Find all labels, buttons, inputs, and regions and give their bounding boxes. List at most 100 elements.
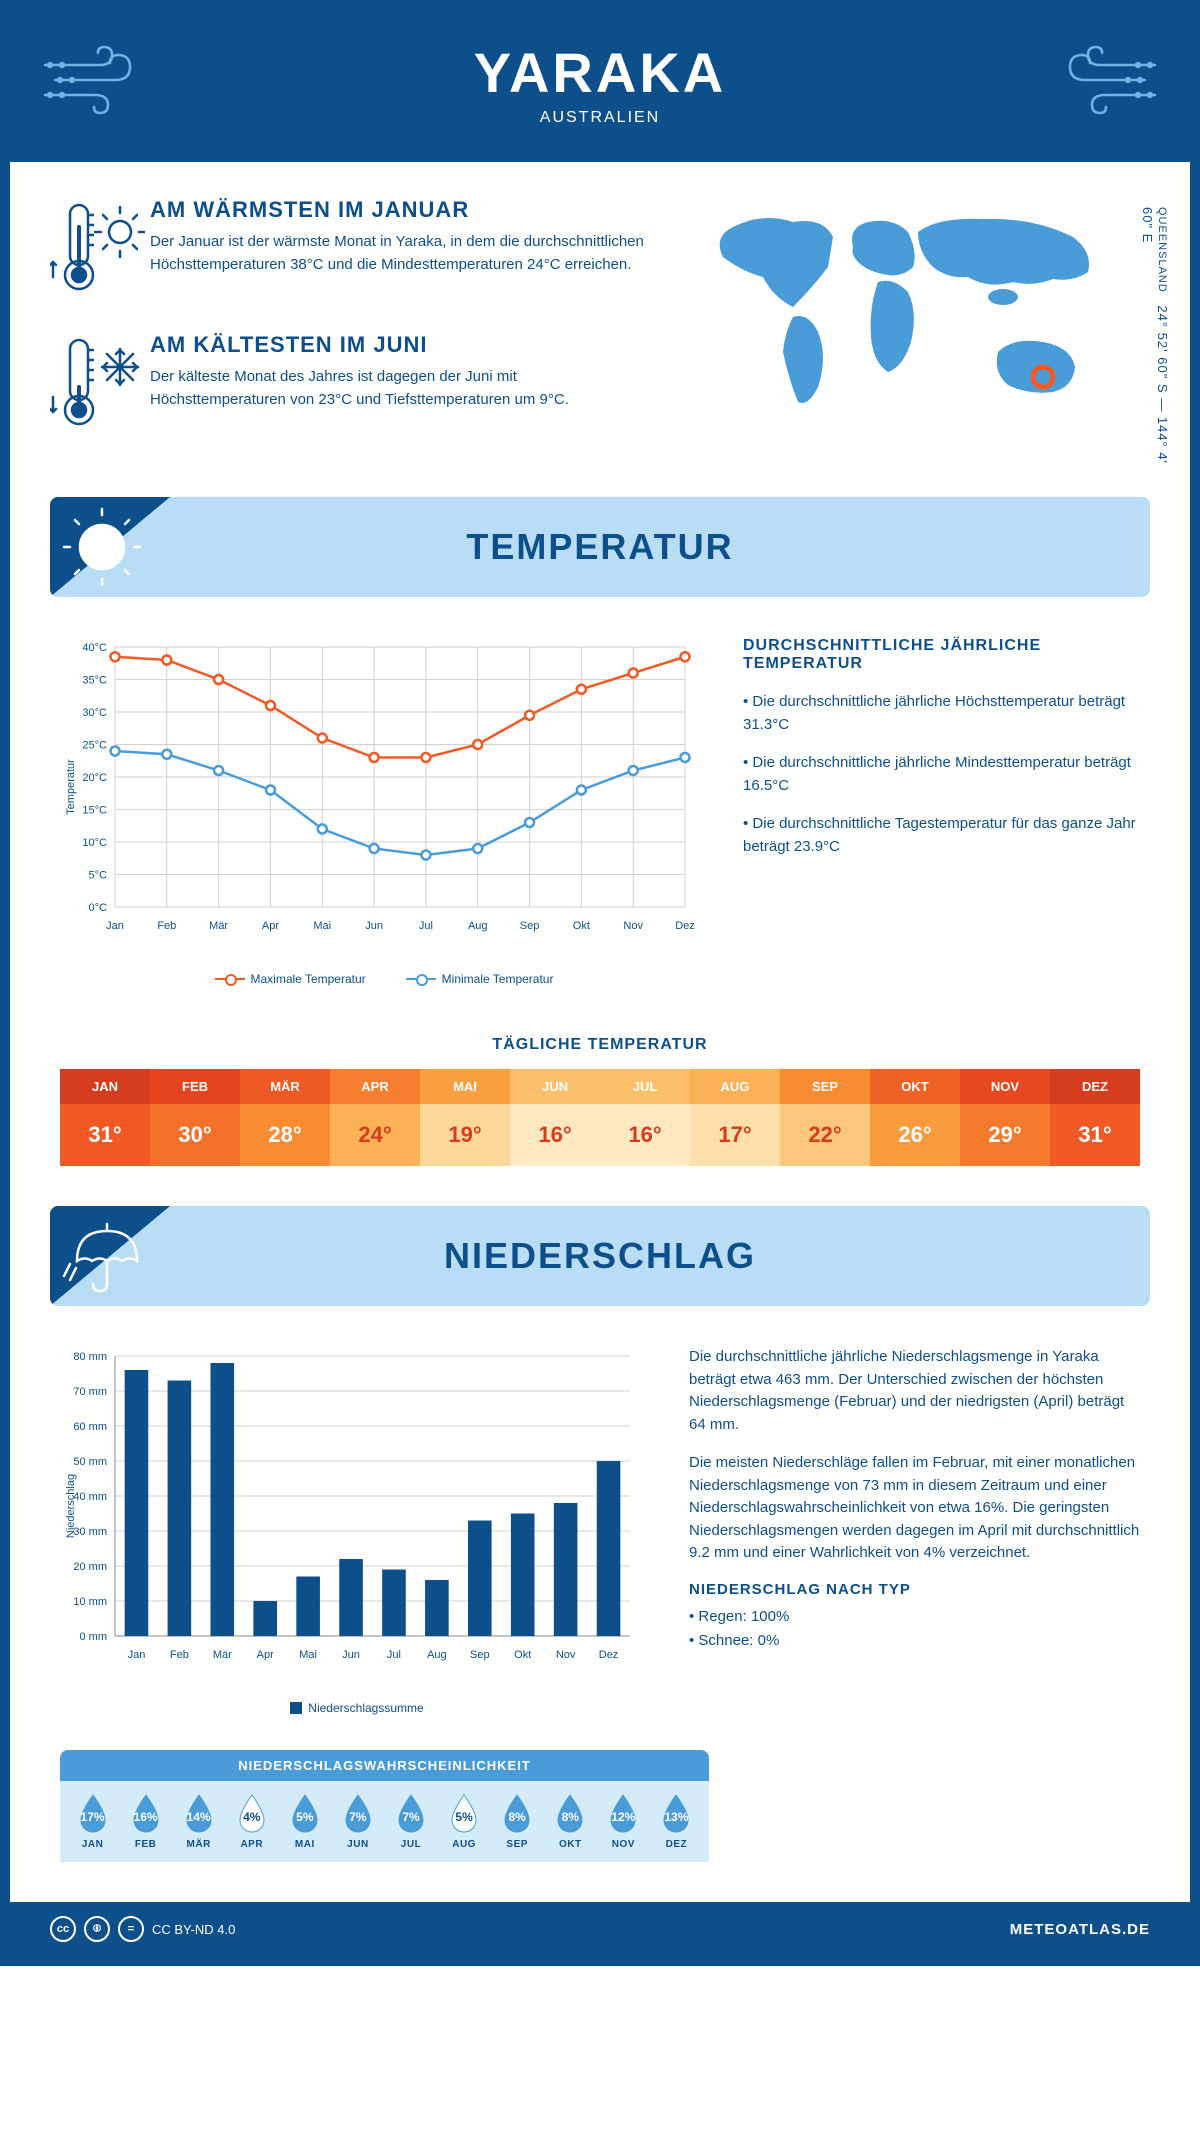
region-label: QUEENSLAND	[1156, 207, 1168, 293]
precip-legend: Niederschlagssumme	[60, 1701, 654, 1715]
svg-text:25°C: 25°C	[82, 740, 107, 752]
drop-icon: 12%	[607, 1793, 639, 1833]
heatmap-value: 19°	[420, 1104, 510, 1166]
temp-desc-title: DURCHSCHNITTLICHE JÄHRLICHE TEMPERATUR	[743, 637, 1140, 673]
prob-cell: 14%MÄR	[172, 1793, 225, 1850]
prob-month: APR	[225, 1839, 278, 1850]
svg-text:60 mm: 60 mm	[73, 1421, 107, 1433]
heatmap-month: MAI	[420, 1069, 510, 1104]
svg-text:Feb: Feb	[170, 1649, 189, 1661]
svg-text:Okt: Okt	[573, 920, 590, 932]
precip-legend-label: Niederschlagssumme	[308, 1701, 423, 1715]
warmest-title: AM WÄRMSTEN IM JANUAR	[150, 197, 655, 223]
license-text: CC BY-ND 4.0	[152, 1922, 235, 1937]
sun-icon	[62, 507, 142, 592]
svg-text:20 mm: 20 mm	[73, 1561, 107, 1573]
precip-type-title: NIEDERSCHLAG NACH TYP	[689, 1581, 1140, 1598]
drop-icon: 5%	[289, 1793, 321, 1833]
precip-type-snow: • Schnee: 0%	[689, 1630, 1140, 1653]
thermometer-hot-icon	[50, 197, 150, 302]
heatmap-month: APR	[330, 1069, 420, 1104]
svg-text:Aug: Aug	[427, 1649, 447, 1661]
svg-text:Jul: Jul	[387, 1649, 401, 1661]
svg-text:Mai: Mai	[299, 1649, 317, 1661]
prob-month: JUN	[331, 1839, 384, 1850]
prob-cell: 4% APR	[225, 1793, 278, 1850]
warmest-block: AM WÄRMSTEN IM JANUAR Der Januar ist der…	[50, 197, 655, 302]
heatmap-month: SEP	[780, 1069, 870, 1104]
cc-icon: cc	[50, 1916, 76, 1942]
svg-text:35°C: 35°C	[82, 675, 107, 687]
heatmap-col: APR24°	[330, 1069, 420, 1166]
drop-icon: 5%	[448, 1793, 480, 1833]
svg-text:40 mm: 40 mm	[73, 1491, 107, 1503]
precipitation-bar-chart: 0 mm10 mm20 mm30 mm40 mm50 mm60 mm70 mm8…	[60, 1346, 654, 1715]
svg-text:Dez: Dez	[599, 1649, 619, 1661]
heatmap-month: NOV	[960, 1069, 1050, 1104]
prob-cell: 5%AUG	[438, 1793, 491, 1850]
heatmap-value: 30°	[150, 1104, 240, 1166]
coldest-text: Der kälteste Monat des Jahres ist dagege…	[150, 366, 655, 411]
heatmap-month: JAN	[60, 1069, 150, 1104]
legend-max: Maximale Temperatur	[251, 972, 366, 986]
svg-text:Nov: Nov	[556, 1649, 576, 1661]
svg-text:10°C: 10°C	[82, 837, 107, 849]
heatmap-col: MÄR28°	[240, 1069, 330, 1166]
temp-bullet-1: • Die durchschnittliche jährliche Höchst…	[743, 691, 1140, 736]
svg-text:Okt: Okt	[514, 1649, 531, 1661]
svg-text:15°C: 15°C	[82, 805, 107, 817]
heatmap-col: JUL16°	[600, 1069, 690, 1166]
drop-icon: 4%	[236, 1793, 268, 1833]
precip-p2: Die meisten Niederschläge fallen im Febr…	[689, 1452, 1140, 1565]
coordinates: QUEENSLAND 24° 52' 60" S — 144° 4' 60" E	[1140, 207, 1170, 467]
svg-text:0°C: 0°C	[89, 902, 108, 914]
svg-text:Jun: Jun	[342, 1649, 360, 1661]
drop-icon: 8%	[554, 1793, 586, 1833]
infographic-container: YARAKA AUSTRALIEN	[0, 0, 1200, 1966]
precip-type-rain: • Regen: 100%	[689, 1606, 1140, 1629]
drop-icon: 8%	[501, 1793, 533, 1833]
heatmap-value: 28°	[240, 1104, 330, 1166]
heatmap-col: NOV29°	[960, 1069, 1050, 1166]
heatmap-value: 26°	[870, 1104, 960, 1166]
heatmap-col: SEP22°	[780, 1069, 870, 1166]
temp-bullet-2: • Die durchschnittliche jährliche Mindes…	[743, 752, 1140, 797]
drop-icon: 7%	[395, 1793, 427, 1833]
probability-grid: 17%JAN16%FEB14%MÄR4%APR5%MAI7%JUN7%JUL5%…	[60, 1781, 709, 1862]
svg-text:Aug: Aug	[468, 920, 488, 932]
heatmap-col: DEZ31°	[1050, 1069, 1140, 1166]
svg-text:Mär: Mär	[209, 920, 228, 932]
world-map: QUEENSLAND 24° 52' 60" S — 144° 4' 60" E	[655, 197, 1150, 467]
prob-month: JUL	[384, 1839, 437, 1850]
prob-month: SEP	[491, 1839, 544, 1850]
heatmap-month: JUN	[510, 1069, 600, 1104]
precip-p1: Die durchschnittliche jährliche Niedersc…	[689, 1346, 1140, 1436]
drop-icon: 7%	[342, 1793, 374, 1833]
temp-legend: Maximale Temperatur Minimale Temperatur	[60, 972, 708, 986]
drop-icon: 16%	[130, 1793, 162, 1833]
prob-month: MAI	[278, 1839, 331, 1850]
heatmap-month: DEZ	[1050, 1069, 1140, 1104]
svg-text:Dez: Dez	[675, 920, 695, 932]
heatmap-col: MAI19°	[420, 1069, 510, 1166]
svg-text:5°C: 5°C	[89, 870, 108, 882]
umbrella-icon	[62, 1216, 142, 1301]
temperature-heading: TEMPERATUR	[50, 526, 1150, 568]
heatmap-month: MÄR	[240, 1069, 330, 1104]
by-icon: 🅯	[84, 1916, 110, 1942]
svg-text:Temperatur: Temperatur	[65, 759, 77, 815]
heatmap-month: JUL	[600, 1069, 690, 1104]
legend-min: Minimale Temperatur	[442, 972, 554, 986]
svg-text:Apr: Apr	[262, 920, 279, 932]
svg-text:Jan: Jan	[128, 1649, 146, 1661]
prob-cell: 13%DEZ	[650, 1793, 703, 1850]
svg-text:Jun: Jun	[365, 920, 383, 932]
svg-text:Jan: Jan	[106, 920, 124, 932]
prob-month: NOV	[597, 1839, 650, 1850]
svg-text:80 mm: 80 mm	[73, 1351, 107, 1363]
svg-text:Apr: Apr	[257, 1649, 274, 1661]
svg-text:Mär: Mär	[213, 1649, 232, 1661]
heatmap-col: OKT26°	[870, 1069, 960, 1166]
coldest-title: AM KÄLTESTEN IM JUNI	[150, 332, 655, 358]
heatmap-col: JAN31°	[60, 1069, 150, 1166]
